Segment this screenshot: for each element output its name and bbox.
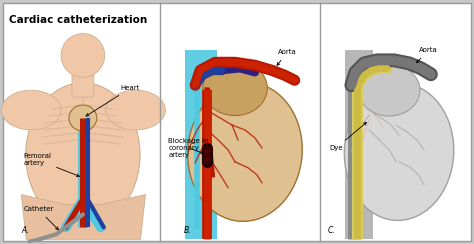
Circle shape [61, 33, 105, 77]
Ellipse shape [26, 83, 140, 227]
Ellipse shape [69, 105, 97, 131]
Text: Cardiac catheterization: Cardiac catheterization [9, 15, 147, 25]
Text: Dye: Dye [329, 122, 366, 151]
Ellipse shape [358, 64, 420, 116]
Ellipse shape [344, 83, 454, 220]
FancyBboxPatch shape [72, 63, 94, 97]
Ellipse shape [188, 82, 302, 221]
Text: Aorta: Aorta [277, 49, 297, 65]
Ellipse shape [203, 61, 267, 116]
Ellipse shape [106, 90, 165, 130]
Bar [185, 51, 217, 239]
Text: Heart: Heart [86, 85, 140, 116]
Text: Aorta: Aorta [417, 47, 438, 63]
FancyBboxPatch shape [3, 3, 471, 241]
Text: B.: B. [183, 226, 191, 235]
Text: A.: A. [21, 226, 29, 235]
Text: Catheter: Catheter [23, 206, 58, 230]
Text: Femoral
artery: Femoral artery [23, 153, 80, 177]
Ellipse shape [1, 90, 61, 130]
Text: C.: C. [328, 226, 335, 235]
Text: Blockage in
coronary
artery: Blockage in coronary artery [168, 138, 209, 158]
Polygon shape [21, 194, 146, 239]
Bar [346, 51, 373, 239]
